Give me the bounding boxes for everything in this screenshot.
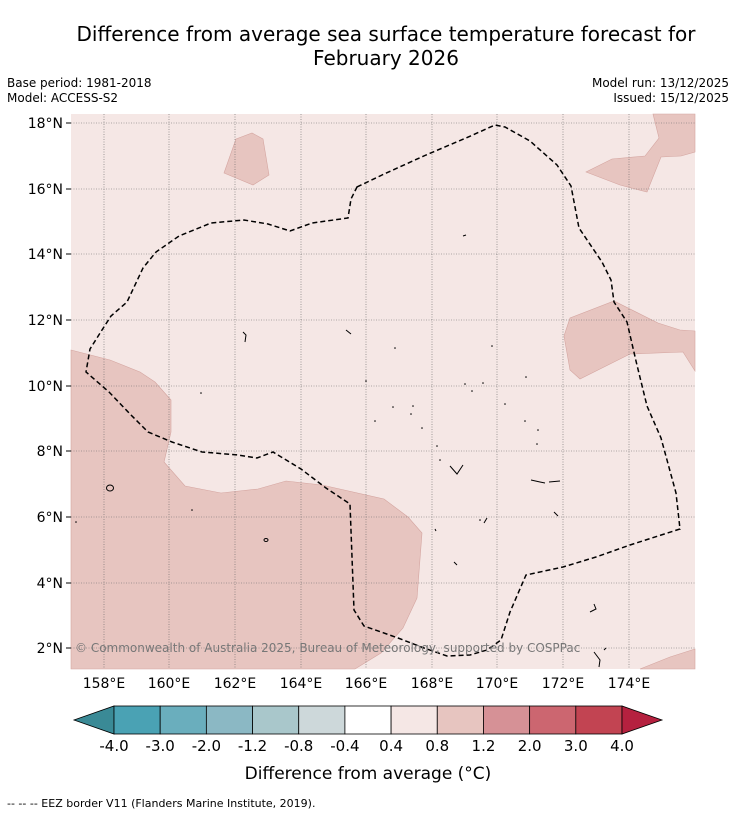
colorbar-tick-label: -0.8 — [284, 737, 314, 755]
run-info: Model run: 13/12/2025 Issued: 15/12/2025 — [592, 76, 729, 106]
island-maiana — [603, 647, 607, 651]
lat-label-10n: 10°N — [28, 379, 63, 395]
island-nw — [242, 331, 247, 343]
lat-label-16n: 16°N — [28, 182, 63, 198]
island-jaluit — [530, 479, 546, 484]
lat-label-8n: 8°N — [37, 444, 63, 460]
lat-label-4n: 4°N — [37, 576, 63, 592]
model-run: Model run: 13/12/2025 — [591, 76, 729, 90]
colorbar-tick-label: 2.0 — [517, 737, 542, 755]
island-dots — [75, 345, 539, 523]
colorbar-segment — [252, 705, 300, 735]
colorbar-segment — [205, 705, 253, 735]
lat-label-2n: 2°N — [37, 641, 63, 657]
issued-date: Issued: 15/12/2025 — [613, 91, 729, 105]
longitude-labels: 158°E 160°E 162°E 164°E 166°E 168°E 170°… — [83, 676, 651, 692]
island-mili — [548, 480, 561, 483]
title-line-2: February 2026 — [313, 46, 459, 70]
colorbar-segment — [483, 705, 531, 735]
copyright-notice: © Commonwealth of Australia 2025, Bureau… — [75, 641, 581, 655]
island-pingelap — [263, 538, 269, 542]
axis-ticks — [66, 122, 71, 649]
title-line-1: Difference from average sea surface temp… — [76, 22, 696, 46]
colorbar-segment — [436, 705, 484, 735]
colorbar-segment — [113, 705, 161, 735]
warm-region-east — [563, 300, 696, 380]
eez-footnote: -- -- -- EEZ border V11 (Flanders Marine… — [7, 797, 316, 810]
lat-label-12n: 12°N — [28, 313, 63, 329]
island-south — [453, 561, 458, 566]
lon-label-158e: 158°E — [83, 676, 126, 692]
colorbar-tick-label: 3.0 — [563, 737, 588, 755]
lat-label-6n: 6°N — [37, 510, 63, 526]
eez-border — [85, 124, 681, 657]
island-abaiang — [593, 651, 601, 668]
colorbar-segment — [529, 705, 577, 735]
island-bikini — [345, 329, 352, 335]
latitude-labels: 18°N 16°N 14°N 12°N 10°N 8°N 6°N 4°N 2°N — [28, 116, 63, 657]
lon-label-168e: 168°E — [411, 676, 454, 692]
island-nauru — [434, 528, 437, 532]
colorbar-tick-label: -4.0 — [99, 737, 129, 755]
colorbar-tick-label: -0.4 — [330, 737, 360, 755]
colorbar-tick-label: -1.2 — [237, 737, 268, 755]
island-tarawa — [589, 603, 597, 613]
lon-label-170e: 170°E — [476, 676, 519, 692]
colorbar-tick-label: -3.0 — [145, 737, 175, 755]
colorbar-segment — [390, 705, 438, 735]
colorbar-arrow-low — [72, 705, 115, 735]
model-name: Model: ACCESS-S2 — [7, 91, 119, 105]
warm-anomaly-regions — [70, 113, 696, 670]
lon-label-164e: 164°E — [280, 676, 323, 692]
islands — [106, 234, 607, 668]
lon-label-174e: 174°E — [608, 676, 651, 692]
lon-label-166e: 166°E — [345, 676, 388, 692]
colorbar-arrow-high — [621, 705, 664, 735]
colorbar — [72, 705, 664, 735]
island-arno — [449, 464, 464, 475]
lon-label-160e: 160°E — [148, 676, 191, 692]
lat-label-14n: 14°N — [28, 247, 63, 263]
colorbar-tick-label: 0.8 — [425, 737, 450, 755]
warm-region-northeast — [585, 113, 696, 193]
colorbar-tick-label: 0.4 — [379, 737, 404, 755]
lon-label-172e: 172°E — [542, 676, 585, 692]
island-butaritari — [483, 517, 488, 524]
colorbar-segment — [575, 705, 623, 735]
colorbar-segment — [159, 705, 207, 735]
island-kosrae — [106, 484, 114, 492]
map-title: Difference from average sea surface temp… — [0, 22, 736, 70]
colorbar-tick-label: -2.0 — [191, 737, 221, 755]
lat-label-18n: 18°N — [28, 116, 63, 132]
colorbar-tick-label: 1.2 — [471, 737, 496, 755]
island-wotje — [462, 234, 467, 237]
model-info: Base period: 1981-2018 Model: ACCESS-S2 — [7, 76, 152, 106]
lon-label-162e: 162°E — [214, 676, 257, 692]
colorbar-title: Difference from average (°C) — [244, 764, 492, 784]
warm-region-southeast — [639, 648, 696, 670]
colorbar-tick-label: 4.0 — [610, 737, 634, 755]
colorbar-segment — [298, 705, 346, 735]
gridlines — [71, 114, 695, 669]
colorbar-segment — [344, 705, 392, 735]
warm-region-southwest — [70, 349, 423, 670]
base-period: Base period: 1981-2018 — [7, 76, 152, 90]
island-majuro — [553, 511, 559, 517]
